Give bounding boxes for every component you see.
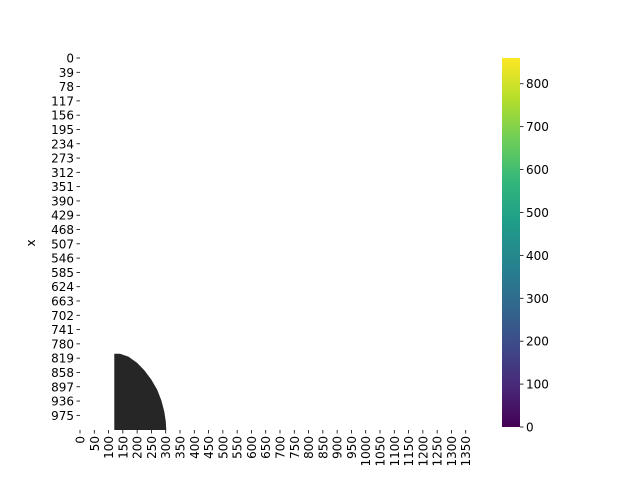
y-tick-label: 507 bbox=[51, 237, 74, 251]
colorbar-tick-label: 700 bbox=[526, 120, 549, 134]
x-tick-label: 500 bbox=[216, 436, 230, 459]
x-tick-label: 1350 bbox=[459, 436, 473, 467]
x-tick-label: 400 bbox=[188, 436, 202, 459]
x-tick-label: 350 bbox=[174, 436, 188, 459]
x-tick-label: 1100 bbox=[388, 436, 402, 467]
y-tick-label: 819 bbox=[51, 352, 74, 366]
y-tick-label: 390 bbox=[51, 194, 74, 208]
y-tick-label: 975 bbox=[51, 409, 74, 423]
y-tick-label: 156 bbox=[51, 109, 74, 123]
x-tick-label: 750 bbox=[288, 436, 302, 459]
x-tick-label: 1250 bbox=[431, 436, 445, 467]
x-tick-label: 1000 bbox=[359, 436, 373, 467]
y-tick-label: 195 bbox=[51, 123, 74, 137]
x-tick-label: 100 bbox=[102, 436, 116, 459]
y-tick-label: 702 bbox=[51, 309, 74, 323]
y-tick-label: 585 bbox=[51, 266, 74, 280]
x-tick-label: 250 bbox=[145, 436, 159, 459]
y-tick-label: 624 bbox=[51, 280, 74, 294]
x-tick-label: 50 bbox=[88, 436, 102, 451]
plot-area bbox=[114, 353, 167, 430]
x-axis: 0 50 100 150 200 250 300 350 400 450 500 550 600 650 7… bbox=[74, 430, 473, 467]
y-tick-label: 117 bbox=[51, 94, 74, 108]
colorbar-gradient bbox=[502, 58, 520, 427]
y-tick-label: 234 bbox=[51, 137, 74, 151]
x-tick-label: 0 bbox=[74, 436, 88, 444]
x-tick-label: 900 bbox=[331, 436, 345, 459]
x-tick-label: 550 bbox=[231, 436, 245, 459]
colorbar-tick-label: 0 bbox=[526, 421, 534, 435]
x-tick-label: 1150 bbox=[402, 436, 416, 467]
x-tick-label: 1200 bbox=[416, 436, 430, 467]
y-tick-label: 351 bbox=[51, 180, 74, 194]
y-tick-label: 741 bbox=[51, 323, 74, 337]
y-tick-label: 78 bbox=[59, 80, 74, 94]
x-tick-label: 850 bbox=[316, 436, 330, 459]
x-tick-label: 1050 bbox=[374, 436, 388, 467]
y-tick-label: 468 bbox=[51, 223, 74, 237]
y-tick-label: 780 bbox=[51, 337, 74, 351]
colorbar-tick-label: 400 bbox=[526, 249, 549, 263]
x-tick-label: 600 bbox=[245, 436, 259, 459]
colorbar-tick-label: 500 bbox=[526, 206, 549, 220]
x-tick-label: 150 bbox=[116, 436, 130, 459]
y-tick-label: 0 bbox=[66, 52, 74, 66]
x-tick-label: 950 bbox=[345, 436, 359, 459]
masked-region bbox=[114, 353, 167, 430]
x-tick-label: 650 bbox=[259, 436, 273, 459]
y-tick-label: 858 bbox=[51, 366, 74, 380]
x-tick-label: 200 bbox=[131, 436, 145, 459]
colorbar-tick-label: 600 bbox=[526, 163, 549, 177]
colorbar-tick-label: 100 bbox=[526, 378, 549, 392]
colorbar-tick-label: 800 bbox=[526, 77, 549, 91]
x-tick-label: 1300 bbox=[445, 436, 459, 467]
y-axis: 0397811715619523427331235139042946850754… bbox=[51, 52, 80, 423]
y-tick-label: 312 bbox=[51, 166, 74, 180]
y-tick-label: 429 bbox=[51, 209, 74, 223]
y-tick-label: 897 bbox=[51, 380, 74, 394]
x-tick-label: 800 bbox=[302, 436, 316, 459]
y-tick-label: 546 bbox=[51, 252, 74, 266]
colorbar: 0 100 200 300 400 500 600 700 800 bbox=[502, 58, 549, 435]
colorbar-tick-label: 300 bbox=[526, 292, 549, 306]
colorbar-tick-label: 200 bbox=[526, 335, 549, 349]
x-tick-label: 450 bbox=[202, 436, 216, 459]
y-tick-label: 663 bbox=[51, 294, 74, 308]
x-tick-label: 700 bbox=[274, 436, 288, 459]
y-tick-label: 273 bbox=[51, 152, 74, 166]
x-tick-label: 300 bbox=[159, 436, 173, 459]
y-axis-label: x bbox=[24, 239, 38, 246]
y-tick-label: 936 bbox=[51, 395, 74, 409]
y-tick-label: 39 bbox=[59, 66, 74, 80]
